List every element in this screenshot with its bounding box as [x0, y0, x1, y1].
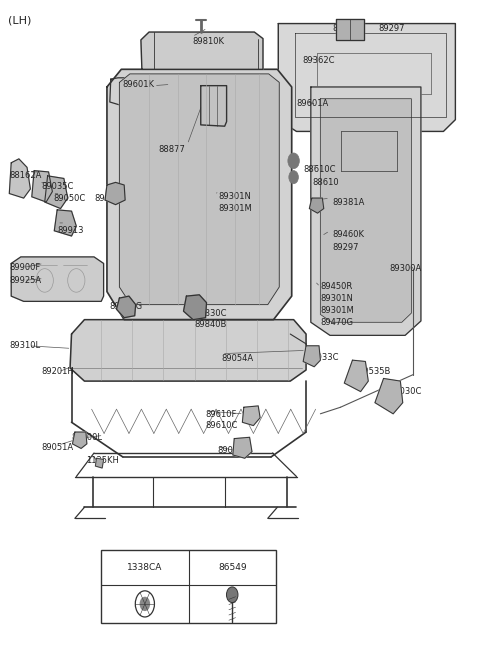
Polygon shape	[107, 69, 292, 320]
Polygon shape	[117, 296, 136, 318]
Text: 89810K: 89810K	[192, 37, 224, 46]
Text: 89470G: 89470G	[332, 24, 365, 33]
Circle shape	[140, 597, 150, 611]
Bar	[101, 550, 276, 623]
Text: 89840B: 89840B	[194, 320, 227, 329]
Text: 89601A: 89601A	[297, 100, 329, 109]
Text: 89470G: 89470G	[321, 318, 353, 327]
Polygon shape	[11, 257, 104, 301]
Polygon shape	[311, 87, 421, 335]
Text: 89301M: 89301M	[218, 204, 252, 213]
Polygon shape	[105, 182, 125, 204]
Text: 86549: 86549	[229, 579, 256, 588]
Text: 89201H: 89201H	[41, 367, 74, 377]
Text: 89926: 89926	[94, 194, 120, 202]
Text: 89051A: 89051A	[41, 443, 73, 452]
Polygon shape	[54, 210, 76, 236]
Text: 89056A: 89056A	[217, 446, 249, 455]
Text: 88877: 88877	[158, 145, 185, 154]
Polygon shape	[278, 24, 456, 132]
Text: 89830C: 89830C	[194, 309, 227, 318]
Text: 89297: 89297	[332, 243, 359, 252]
Text: 89381A: 89381A	[332, 198, 364, 206]
Text: 88610C: 88610C	[303, 165, 336, 174]
Polygon shape	[110, 78, 166, 107]
Text: 89610C: 89610C	[205, 421, 238, 430]
Polygon shape	[141, 32, 263, 69]
Text: 89301M: 89301M	[321, 306, 354, 315]
Polygon shape	[344, 360, 368, 392]
Text: 89310L: 89310L	[9, 341, 40, 350]
Text: 88610: 88610	[313, 178, 339, 187]
Polygon shape	[242, 406, 260, 426]
Text: 89050C: 89050C	[53, 194, 85, 202]
Polygon shape	[70, 320, 306, 381]
Text: 89362C: 89362C	[302, 56, 335, 66]
Text: 89460K: 89460K	[332, 230, 364, 239]
Text: 86549: 86549	[218, 563, 247, 572]
Text: 89900F: 89900F	[9, 263, 40, 272]
Polygon shape	[303, 346, 321, 367]
Text: 89925A: 89925A	[9, 276, 41, 285]
Text: 89500L: 89500L	[72, 433, 103, 442]
Circle shape	[289, 171, 299, 183]
Polygon shape	[9, 159, 30, 198]
Text: 89610F: 89610F	[205, 410, 237, 419]
Text: 89830G: 89830G	[110, 302, 143, 311]
Polygon shape	[96, 458, 104, 468]
Text: 89035C: 89035C	[41, 182, 74, 191]
Text: 89601K: 89601K	[123, 80, 155, 89]
Text: 89535B: 89535B	[359, 367, 391, 377]
Text: 1338CA: 1338CA	[142, 579, 175, 588]
Circle shape	[288, 153, 300, 169]
Polygon shape	[375, 379, 403, 414]
Text: 89300A: 89300A	[389, 264, 421, 273]
Circle shape	[227, 587, 238, 603]
Text: 89297: 89297	[379, 24, 405, 33]
Polygon shape	[183, 295, 206, 320]
Polygon shape	[201, 86, 227, 126]
Text: 1125KH: 1125KH	[86, 456, 119, 464]
Text: 89054A: 89054A	[222, 354, 254, 364]
Polygon shape	[45, 176, 68, 208]
Polygon shape	[336, 19, 364, 40]
Polygon shape	[233, 438, 252, 458]
Text: 89301N: 89301N	[321, 294, 353, 303]
Polygon shape	[321, 99, 411, 322]
Text: 89301N: 89301N	[218, 193, 252, 201]
Text: 89033C: 89033C	[306, 353, 338, 362]
Text: 88162A: 88162A	[9, 172, 42, 180]
Text: 1338CA: 1338CA	[127, 563, 163, 572]
Polygon shape	[32, 171, 52, 202]
Text: 89030C: 89030C	[389, 387, 422, 396]
Text: 89913: 89913	[57, 226, 84, 235]
Polygon shape	[120, 74, 279, 305]
Polygon shape	[310, 198, 324, 213]
Polygon shape	[72, 432, 87, 449]
Text: (LH): (LH)	[8, 15, 31, 25]
Text: 89450R: 89450R	[321, 282, 353, 291]
